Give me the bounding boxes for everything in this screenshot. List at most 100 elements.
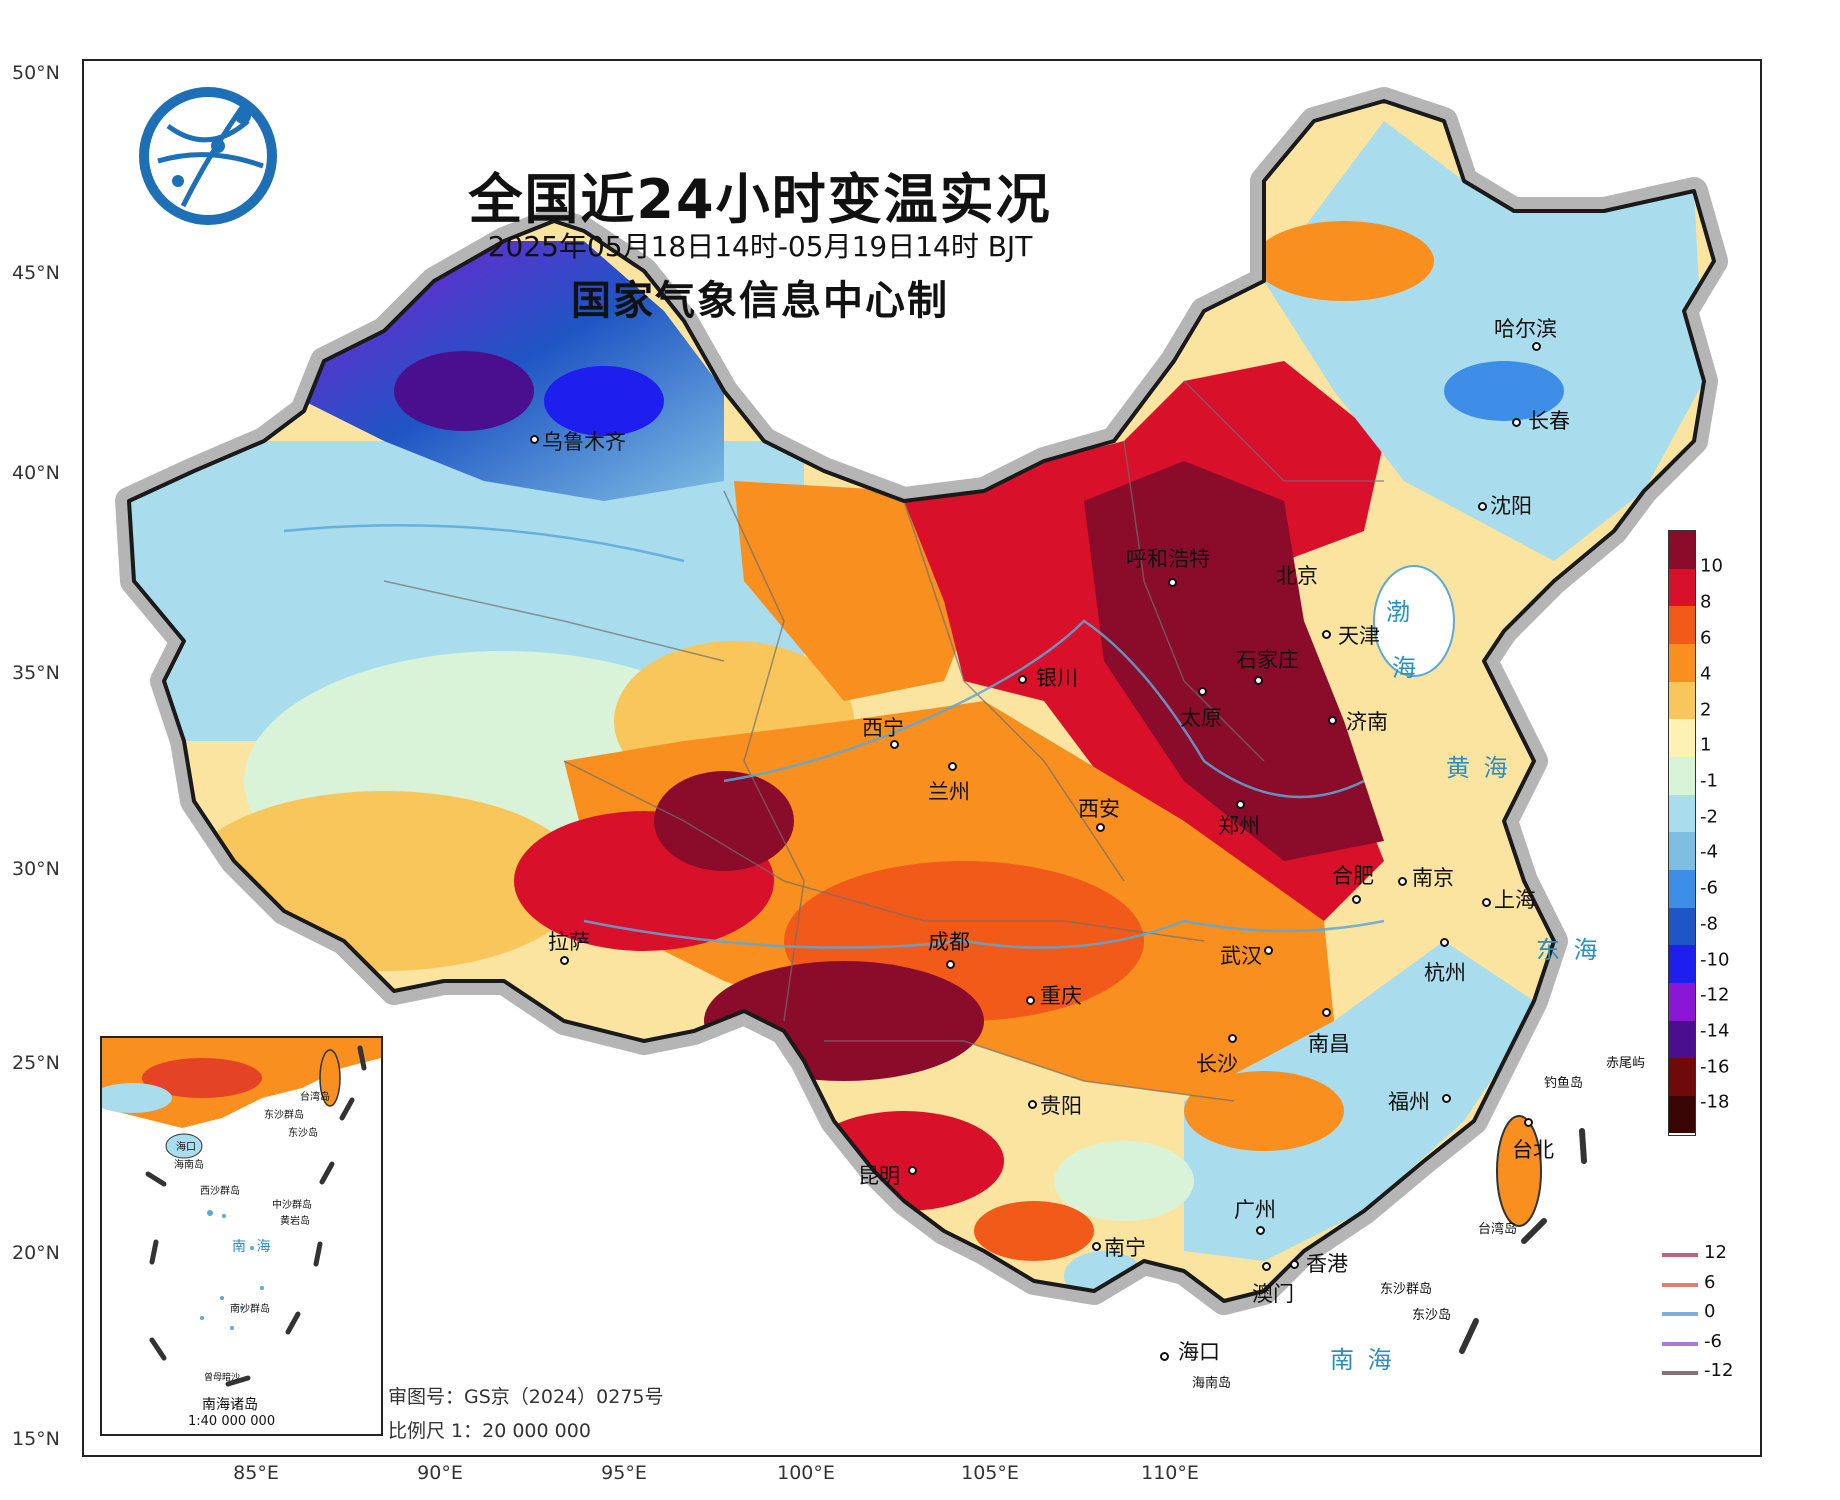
inset-label: 东沙群岛 [264, 1110, 304, 1121]
city-label: 成都 [928, 930, 970, 954]
legend-swatch [1669, 945, 1695, 983]
lat-label: 30°N [12, 858, 60, 880]
contour-line-swatch [1662, 1253, 1698, 1257]
map-producer: 国家气象信息中心制 [571, 278, 949, 324]
city-label: 重庆 [1040, 984, 1082, 1008]
city-label: 乌鲁木齐 [542, 430, 626, 454]
legend-tick: 4 [1700, 663, 1712, 685]
lat-label: 50°N [12, 62, 60, 84]
sea-label-east-sea: 东 海 [1536, 936, 1601, 964]
city-label: 西宁 [862, 716, 904, 740]
city-marker [1290, 1260, 1299, 1269]
legend-tick: -18 [1700, 1091, 1730, 1113]
city-label: 贵阳 [1040, 1094, 1082, 1118]
inset-label: 东沙岛 [288, 1128, 318, 1139]
inset-label: 中沙群岛 [272, 1200, 312, 1211]
legend-tick: 8 [1700, 591, 1712, 613]
island-label: 台湾岛 [1478, 1222, 1518, 1237]
city-label: 杭州 [1424, 961, 1466, 985]
sea-label-yellow-sea: 黄 海 [1446, 754, 1511, 782]
city-label: 台北 [1512, 1138, 1554, 1162]
legend-tick: -16 [1700, 1056, 1730, 1078]
contour-line-swatch [1662, 1283, 1698, 1287]
city-marker [1028, 1100, 1037, 1109]
city-label: 南昌 [1308, 1032, 1350, 1056]
city-marker [1262, 1262, 1271, 1271]
city-label: 海口 [1178, 1340, 1220, 1364]
city-marker [1398, 877, 1407, 886]
city-label: 香港 [1306, 1252, 1348, 1276]
legend-swatch [1669, 757, 1695, 795]
inset-label: 西沙群岛 [200, 1186, 240, 1197]
lon-label: 95°E [601, 1462, 647, 1484]
inset-label: 南沙群岛 [230, 1304, 270, 1315]
island-label: 赤尾屿 [1606, 1056, 1646, 1071]
city-marker [1228, 1034, 1237, 1043]
city-label: 广州 [1234, 1198, 1276, 1222]
lon-label: 90°E [417, 1462, 463, 1484]
legend-tick: -1 [1700, 770, 1718, 792]
map-title: 全国近24小时变温实况 [468, 168, 1052, 231]
lat-label: 15°N [12, 1428, 60, 1450]
city-marker [1236, 800, 1245, 809]
legend-swatch [1669, 644, 1695, 682]
organization-logo [138, 86, 278, 226]
legend-swatch [1669, 682, 1695, 719]
inset-label: 海南岛 [174, 1160, 204, 1171]
city-marker [1264, 946, 1273, 955]
legend-tick: 6 [1700, 627, 1712, 649]
city-label: 兰州 [928, 780, 970, 804]
contour-label: 12 [1704, 1242, 1727, 1263]
legend-swatch [1669, 870, 1695, 908]
legend-tick: 2 [1700, 699, 1712, 721]
review-number: 审图号：GS京（2024）0275号 [388, 1386, 664, 1408]
city-marker [946, 960, 955, 969]
legend-swatch [1669, 908, 1695, 945]
legend-tick: -6 [1700, 877, 1718, 899]
city-label: 沈阳 [1490, 494, 1532, 518]
contour-label: 6 [1704, 1272, 1716, 1293]
globe-network-logo-icon [139, 87, 277, 225]
city-label: 北京 [1276, 564, 1318, 588]
island-label: 海南岛 [1192, 1376, 1232, 1391]
south-china-sea-inset: 东沙群岛 台湾岛 海口 海南岛 西沙群岛 中沙群岛 黄岩岛 南 海 南沙群岛 曾… [100, 1036, 383, 1436]
lat-label: 20°N [12, 1242, 60, 1264]
sea-label-bohai: 渤 [1386, 598, 1413, 626]
city-label: 哈尔滨 [1494, 317, 1557, 341]
map-scale: 比例尺 1：20 000 000 [388, 1420, 591, 1442]
temperature-change-legend [1668, 530, 1696, 1136]
contour-label: -12 [1704, 1360, 1734, 1381]
island-label: 东沙群岛 [1380, 1282, 1433, 1297]
city-marker [1440, 938, 1449, 947]
city-label: 郑州 [1218, 814, 1260, 838]
city-marker [1478, 502, 1487, 511]
city-label: 石家庄 [1236, 648, 1299, 672]
legend-swatch [1669, 832, 1695, 870]
city-marker [1092, 1242, 1101, 1251]
island-label: 东沙岛 [1412, 1308, 1452, 1323]
legend-tick: 10 [1700, 555, 1723, 577]
lon-label: 110°E [1141, 1462, 1199, 1484]
sea-label-bohai-2: 海 [1392, 654, 1419, 682]
city-label: 澳门 [1252, 1282, 1294, 1306]
city-label: 合肥 [1332, 864, 1374, 888]
legend-swatch [1669, 719, 1695, 757]
city-marker [890, 740, 899, 749]
city-label: 拉萨 [548, 930, 590, 954]
city-marker [1026, 996, 1035, 1005]
sea-label-south-sea: 南 海 [1330, 1346, 1395, 1374]
city-marker [1512, 418, 1521, 427]
legend-tick: 1 [1700, 734, 1712, 756]
contour-line-swatch [1662, 1312, 1698, 1316]
legend-tick: -8 [1700, 913, 1718, 935]
inset-map [102, 1038, 381, 1387]
city-label: 银川 [1036, 666, 1078, 690]
city-label: 昆明 [858, 1164, 900, 1188]
inset-label: 黄岩岛 [280, 1216, 310, 1227]
city-marker [1160, 1352, 1169, 1361]
inset-sea-label: 南 海 [232, 1239, 274, 1255]
legend-swatch [1669, 983, 1695, 1021]
city-marker [1524, 1118, 1533, 1127]
city-marker [1256, 1226, 1265, 1235]
legend-swatch [1669, 1021, 1695, 1058]
